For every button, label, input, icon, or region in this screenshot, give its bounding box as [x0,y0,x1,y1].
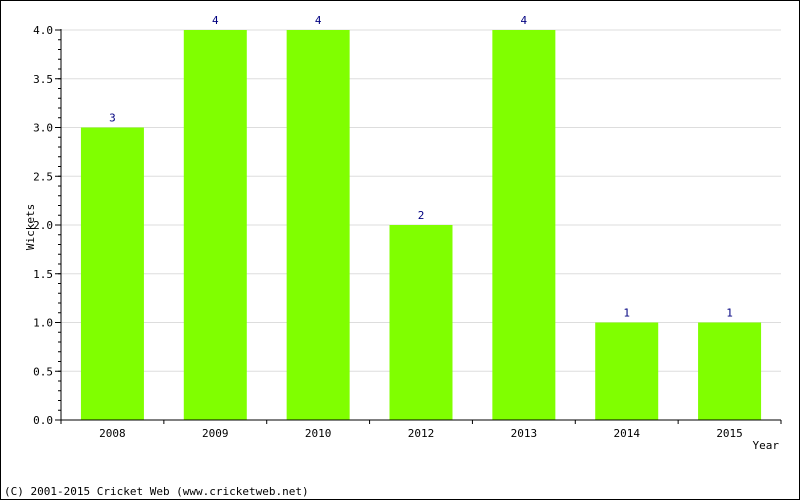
x-tick-label: 2012 [408,427,435,440]
bar-2014 [595,322,659,420]
bar-2009 [183,30,247,420]
data-label: 4 [212,14,219,27]
tick-labels: 0.0 0.5 1.0 1.5 2.0 2.5 3.0 3.5 4.0 2008 2009 2010 2… [33,24,743,440]
bar-2008 [80,127,144,420]
axes [55,29,782,424]
y-tick-label: 0.5 [33,365,53,378]
x-tick-label: 2015 [716,427,743,440]
data-label: 4 [315,14,322,27]
y-tick-label: 2.5 [33,170,53,183]
data-label: 3 [109,112,116,125]
y-tick-label: 2.0 [33,219,53,232]
y-tick-label: 3.0 [33,122,53,135]
data-label: 2 [418,209,425,222]
y-tick-label: 3.5 [33,73,53,86]
data-labels: 3 4 4 2 4 1 1 [109,14,733,320]
bar-2012 [389,225,453,420]
bar-2013 [492,30,556,420]
grid-lines [61,29,781,372]
copyright-footer: (C) 2001-2015 Cricket Web (www.cricketwe… [4,485,309,498]
data-label: 1 [623,307,630,320]
x-tick-label: 2010 [305,427,332,440]
y-axis-title: Wickets [24,204,37,250]
x-tick-label: 2009 [202,427,229,440]
y-tick-label: 1.0 [33,317,53,330]
bar-2015 [698,322,762,420]
x-tick-label: 2014 [613,427,640,440]
bars [80,30,762,420]
data-label: 4 [521,14,528,27]
data-label: 1 [726,307,733,320]
y-tick-label: 0.0 [33,414,53,427]
x-tick-label: 2008 [99,427,126,440]
y-tick-label: 4.0 [33,24,53,37]
y-tick-label: 1.5 [33,268,53,281]
x-axis-title: Year [753,439,780,452]
x-tick-label: 2013 [511,427,538,440]
bar-2010 [286,30,350,420]
